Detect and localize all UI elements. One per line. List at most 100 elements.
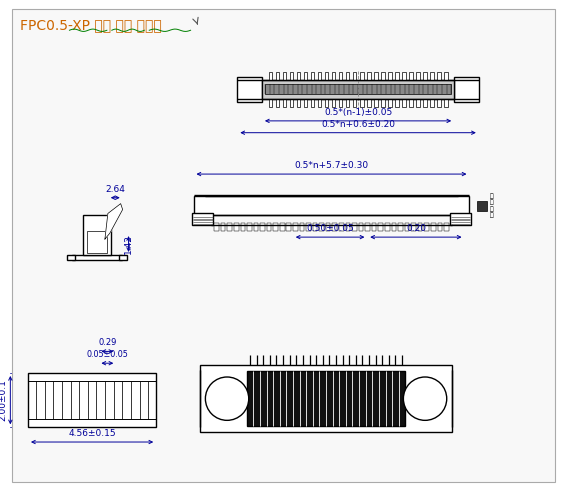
Bar	[372, 223, 376, 231]
Bar	[402, 99, 406, 107]
Bar	[374, 72, 378, 79]
Bar	[72, 255, 122, 260]
Bar	[241, 223, 245, 231]
Bar	[267, 223, 272, 231]
Bar	[398, 223, 403, 231]
Bar	[339, 72, 342, 79]
Bar	[388, 99, 392, 107]
Bar	[437, 99, 440, 107]
Bar	[300, 223, 304, 231]
Bar	[313, 223, 318, 231]
Bar	[360, 99, 364, 107]
Bar	[332, 72, 335, 79]
Bar	[234, 223, 238, 231]
Text: 0.20: 0.20	[406, 224, 426, 233]
Bar	[297, 99, 301, 107]
Bar	[381, 72, 384, 79]
Circle shape	[205, 377, 249, 420]
Text: 1.42: 1.42	[123, 234, 132, 254]
Bar	[306, 223, 311, 231]
Bar	[437, 72, 440, 79]
Bar	[353, 99, 356, 107]
Bar	[367, 99, 370, 107]
Bar	[339, 99, 342, 107]
Bar	[416, 99, 420, 107]
Bar	[385, 223, 389, 231]
Text: 4.56±0.15: 4.56±0.15	[68, 429, 116, 438]
Bar	[260, 223, 265, 231]
Bar	[194, 196, 470, 216]
Text: 0.50±0.05: 0.50±0.05	[306, 224, 354, 233]
Text: 尺
寸
单
位: 尺 寸 单 位	[490, 193, 494, 218]
Bar	[87, 231, 107, 253]
Bar	[365, 223, 370, 231]
Bar	[287, 223, 291, 231]
Bar	[409, 72, 412, 79]
Bar	[311, 99, 314, 107]
Text: FPC0.5-XP 立贴 带锁 正脚位: FPC0.5-XP 立贴 带锁 正脚位	[20, 19, 162, 32]
Bar	[192, 214, 213, 225]
Bar	[444, 223, 449, 231]
Bar	[269, 72, 273, 79]
Bar	[319, 223, 324, 231]
Bar	[325, 72, 328, 79]
Text: 0.05±0.05: 0.05±0.05	[86, 350, 128, 359]
Bar	[367, 72, 370, 79]
Bar	[425, 223, 429, 231]
Bar	[214, 223, 219, 231]
Bar	[339, 223, 344, 231]
Bar	[83, 216, 111, 255]
Bar	[200, 365, 452, 432]
Bar	[454, 76, 479, 102]
Bar	[293, 223, 298, 231]
Bar	[444, 72, 448, 79]
Bar	[275, 99, 279, 107]
Bar	[283, 99, 287, 107]
Bar	[423, 99, 426, 107]
Text: 2.00±0.1: 2.00±0.1	[0, 379, 7, 421]
Bar	[273, 223, 278, 231]
Bar	[404, 223, 410, 231]
Bar	[430, 99, 434, 107]
Bar	[346, 223, 350, 231]
Bar	[438, 223, 442, 231]
Bar	[311, 72, 314, 79]
Bar	[477, 201, 487, 211]
Bar	[247, 371, 406, 426]
Bar	[409, 99, 412, 107]
Bar	[346, 99, 350, 107]
Bar	[326, 223, 330, 231]
Bar	[395, 72, 398, 79]
Bar	[346, 72, 350, 79]
Bar	[353, 72, 356, 79]
Bar	[289, 72, 293, 79]
Bar	[444, 99, 448, 107]
Circle shape	[403, 377, 447, 420]
Bar	[418, 223, 422, 231]
Bar	[333, 223, 337, 231]
Bar	[221, 223, 226, 231]
Bar	[67, 255, 75, 260]
Bar	[280, 223, 284, 231]
Bar	[227, 223, 232, 231]
Bar	[388, 72, 392, 79]
Bar	[374, 99, 378, 107]
Bar	[395, 99, 398, 107]
Bar	[262, 79, 454, 99]
Text: 0.5*(n-1)±0.05: 0.5*(n-1)±0.05	[324, 108, 392, 117]
Bar	[254, 223, 258, 231]
Bar	[332, 99, 335, 107]
Text: 2.64: 2.64	[105, 185, 125, 194]
Bar	[352, 223, 357, 231]
Bar	[304, 72, 307, 79]
Bar	[275, 72, 279, 79]
Bar	[416, 72, 420, 79]
Bar	[269, 99, 273, 107]
Bar	[304, 99, 307, 107]
Bar	[450, 214, 471, 225]
Bar	[358, 223, 364, 231]
Bar	[431, 223, 435, 231]
Bar	[411, 223, 416, 231]
Bar	[283, 72, 287, 79]
Bar	[360, 72, 364, 79]
